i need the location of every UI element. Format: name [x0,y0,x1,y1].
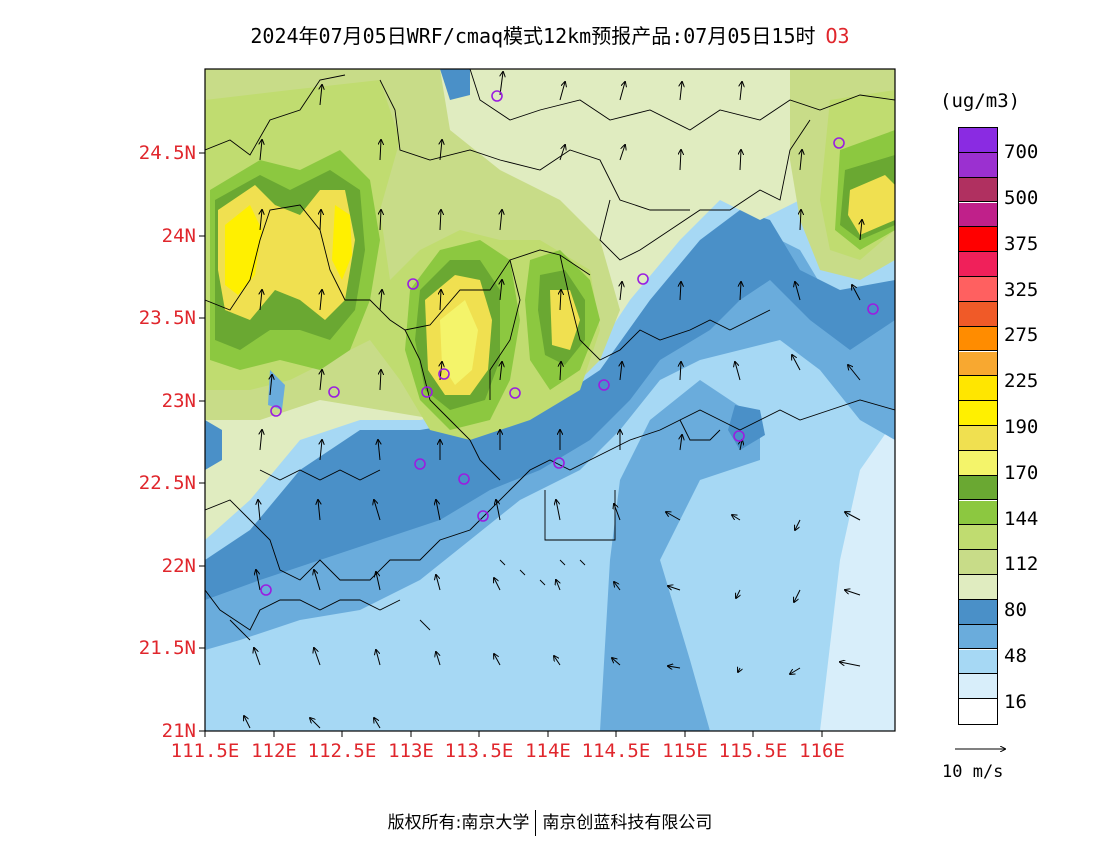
lat-label: 22.5N [138,472,196,494]
legend-label: 170 [1004,462,1039,484]
lat-label: 23N [161,390,196,412]
legend-swatch [959,128,997,153]
legend-swatch [959,376,997,402]
lat-label: 24N [161,225,196,247]
legend-label: 112 [1004,553,1039,575]
copyright-footer: 版权所有:南京大学 南京创蓝科技有限公司 [0,808,1100,836]
legend-label: 225 [1004,370,1039,392]
legend-swatch [959,401,997,426]
legend-label: 144 [1004,508,1039,530]
axis-ticks [199,152,823,737]
footer-divider [535,810,537,836]
legend-swatch [959,500,997,526]
map-title: 2024年07月05日WRF/cmaq模式12km预报产品:07月05日15时 O… [0,20,1100,49]
legend-label: 325 [1004,279,1039,301]
legend-swatch [959,301,997,327]
legend-swatch [959,575,997,600]
legend-swatch [959,699,997,724]
species-label: O3 [825,24,850,48]
lon-label: 111.5E [170,740,240,762]
lon-label: 112.5E [307,740,377,762]
lon-label: 115.5E [718,740,788,762]
lon-label: 113E [388,740,434,762]
legend-swatch [959,326,997,352]
concentration-field [205,69,895,731]
copyright-owner: 版权所有:南京大学 [387,813,530,833]
legend-swatch [959,674,997,700]
map-frame [204,68,896,732]
legend-swatch [959,624,997,650]
copyright-partner: 南京创蓝科技有限公司 [542,813,713,833]
boundary-lines [205,69,895,641]
lat-label: 22N [161,555,196,577]
lon-label: 112E [251,740,297,762]
vector-scale-label: 10 m/s [942,762,1004,782]
legend-unit: (ug/m3) [940,90,1021,112]
legend-swatch [959,426,997,451]
lat-label: 21N [161,720,196,742]
legend-swatch [959,550,997,575]
legend-swatch [959,525,997,551]
legend-swatch [959,202,997,228]
legend-label: 275 [1004,324,1039,346]
color-legend [958,127,998,725]
wind-vectors [244,72,862,729]
legend-swatch [959,252,997,277]
lat-label: 23.5N [138,307,196,329]
lat-label: 24.5N [138,142,196,164]
lon-label: 116E [799,740,845,762]
legend-swatch [959,277,997,302]
lon-label: 115E [662,740,708,762]
legend-swatch [959,351,997,377]
legend-label: 190 [1004,416,1039,438]
lat-label: 21.5N [138,637,196,659]
legend-label: 375 [1004,233,1039,255]
legend-swatch [959,227,997,253]
title-text: 2024年07月05日WRF/cmaq模式12km预报产品:07月05日15时 [250,24,816,48]
legend-label: 500 [1004,187,1039,209]
legend-swatch [959,450,997,476]
legend-label: 80 [1004,599,1027,621]
legend-label: 16 [1004,691,1027,713]
lon-label: 113.5E [444,740,514,762]
lon-label: 114E [525,740,571,762]
legend-label: 48 [1004,645,1027,667]
legend-swatch [959,599,997,625]
legend-label: 700 [1004,141,1039,163]
legend-swatch [959,649,997,675]
legend-swatch [959,177,997,203]
monitoring-stations [260,90,879,596]
lon-label: 114.5E [581,740,651,762]
legend-swatch [959,475,997,501]
legend-swatch [959,152,997,178]
